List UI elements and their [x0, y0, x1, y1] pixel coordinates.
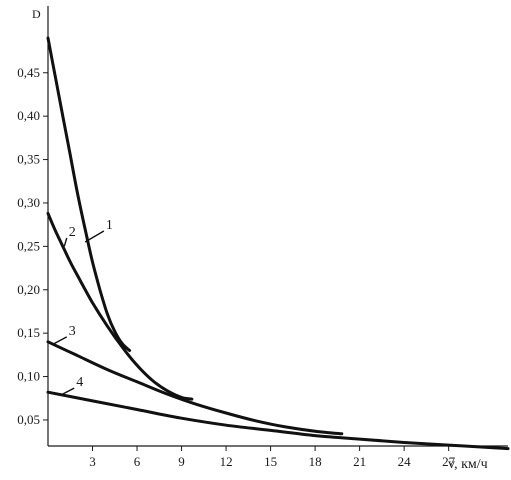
x-axis-label: v, км/ч — [448, 457, 488, 472]
curve-label-leader — [84, 230, 105, 243]
curve-3 — [46, 340, 344, 436]
y-tick-label: 0,30 — [17, 195, 40, 210]
x-tick-label: 3 — [89, 454, 96, 469]
y-tick-label: 0,25 — [17, 238, 40, 253]
x-tick-label: 24 — [398, 454, 412, 469]
curve-label-leader — [61, 387, 75, 396]
y-tick-label: 0,45 — [17, 65, 40, 80]
y-tick-label: 0,05 — [17, 412, 40, 427]
curve-label-4: 4 — [76, 375, 83, 390]
curve-label-2: 2 — [69, 225, 76, 240]
y-ticks: 0,05 0,10 0,15 0,20 0,25 0,30 0,35 0,40 0,45 — [17, 65, 48, 427]
curve-4 — [46, 390, 510, 451]
curve-label-leader — [52, 336, 68, 346]
y-tick-label: 0,20 — [17, 282, 40, 297]
x-tick-label: 15 — [264, 454, 277, 469]
x-tick-label: 9 — [178, 454, 185, 469]
x-ticks: 3 6 9 12 15 18 21 24 27 — [89, 446, 456, 469]
y-axis-label: D — [32, 7, 41, 21]
curve-2 — [46, 211, 194, 401]
x-tick-label: 6 — [134, 454, 141, 469]
y-tick-label: 0,40 — [17, 108, 40, 123]
x-tick-label: 21 — [353, 454, 366, 469]
x-tick-label: 27 — [442, 454, 456, 469]
curve-1 — [46, 36, 132, 352]
x-tick-label: 12 — [220, 454, 233, 469]
axes — [47, 6, 508, 447]
curve-label-3: 3 — [69, 324, 76, 339]
y-tick-label: 0,10 — [17, 369, 40, 384]
annotations: 1 2 3 4 — [52, 218, 113, 396]
curves — [46, 36, 510, 451]
curve-label-leader — [63, 237, 68, 247]
x-tick-label: 18 — [309, 454, 322, 469]
y-tick-label: 0,35 — [17, 152, 40, 167]
y-tick-label: 0,15 — [17, 325, 40, 340]
curve-label-1: 1 — [106, 218, 113, 233]
